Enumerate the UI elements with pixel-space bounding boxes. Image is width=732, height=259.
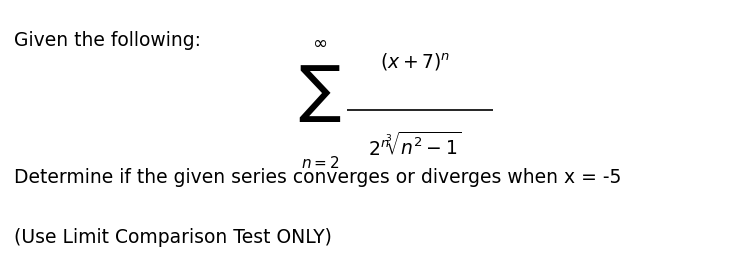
Text: (Use Limit Comparison Test ONLY): (Use Limit Comparison Test ONLY) — [14, 228, 332, 247]
Text: Determine if the given series converges or diverges when x = -5: Determine if the given series converges … — [14, 168, 621, 187]
Text: $\sum$: $\sum$ — [299, 63, 341, 124]
Text: $\infty$: $\infty$ — [313, 34, 327, 52]
Text: $2^n\!\sqrt[3]{n^2-1}$: $2^n\!\sqrt[3]{n^2-1}$ — [368, 132, 462, 160]
Text: $n=2$: $n=2$ — [301, 155, 339, 171]
Text: $(x + 7)^n$: $(x + 7)^n$ — [380, 51, 450, 73]
Text: Given the following:: Given the following: — [14, 31, 201, 50]
